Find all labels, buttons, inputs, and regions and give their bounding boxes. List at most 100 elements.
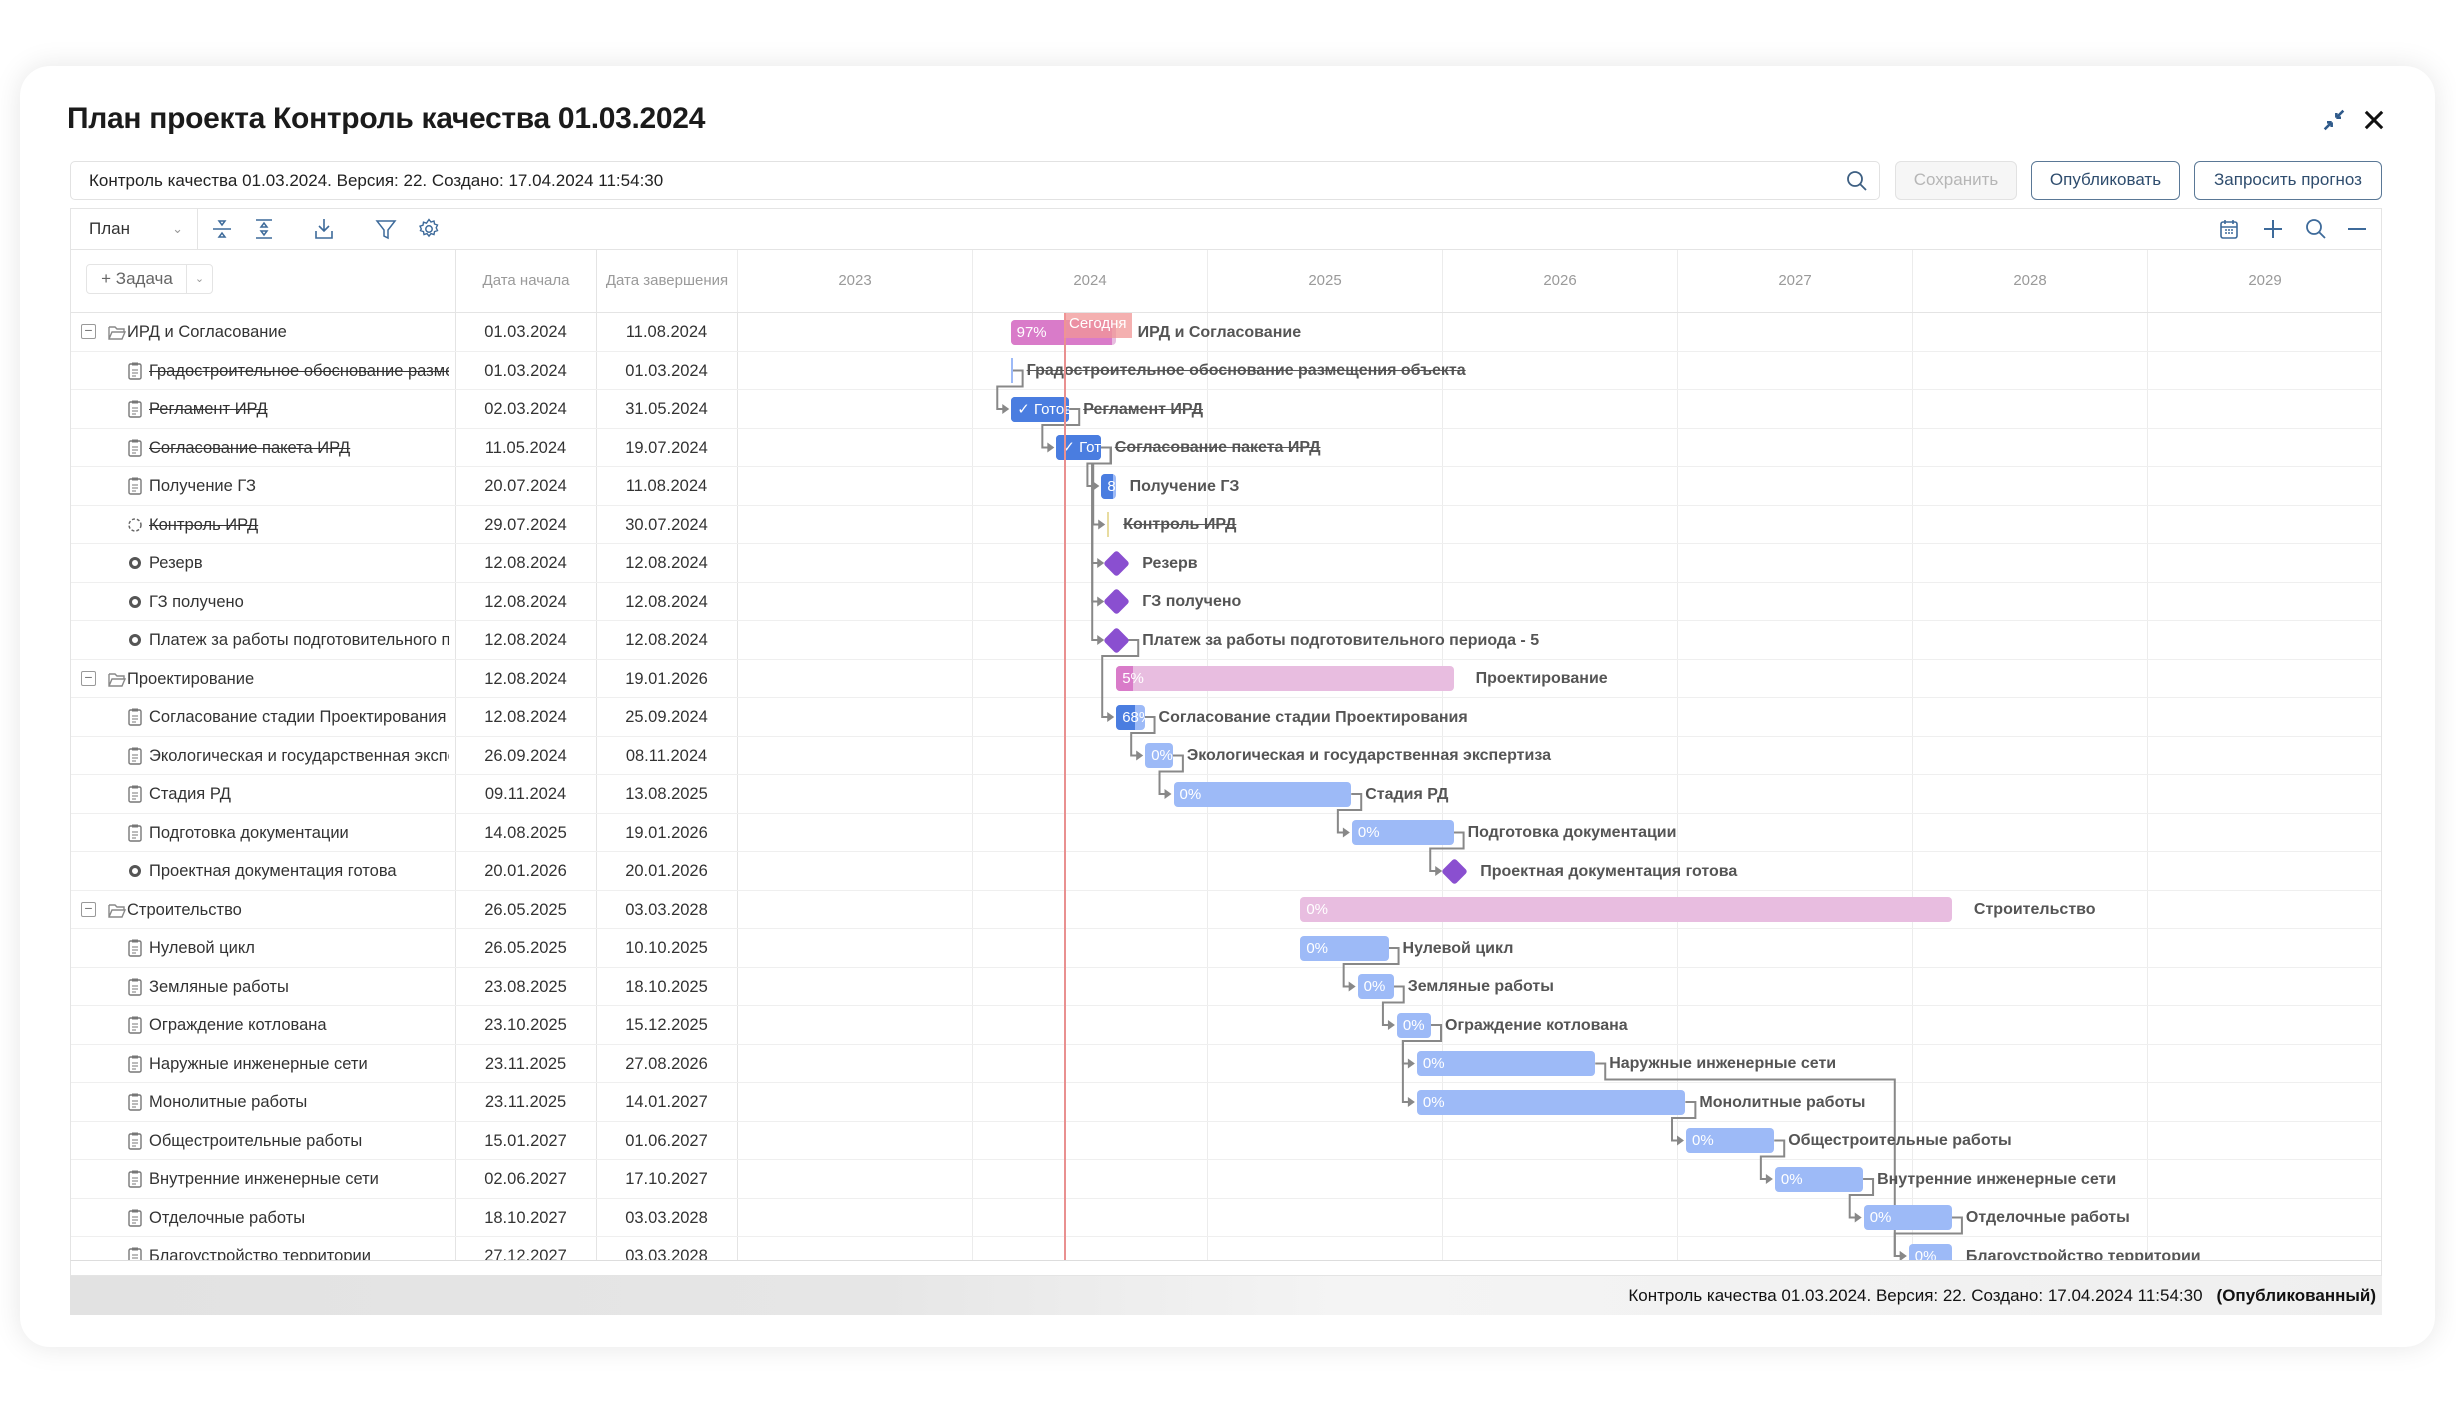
task-bar[interactable]: 0%: [1686, 1128, 1775, 1153]
task-clipboard-icon: [127, 1083, 143, 1121]
table-row[interactable]: − Строительство 26.05.2025 03.03.2028: [71, 891, 2381, 929]
task-bar[interactable]: 0%: [1357, 974, 1394, 999]
chevron-down-icon[interactable]: ⌄: [186, 265, 212, 293]
task-name[interactable]: Нулевой цикл: [149, 939, 255, 957]
task-name[interactable]: Получение ГЗ: [149, 477, 256, 495]
task-name[interactable]: Согласование пакета ИРД: [149, 438, 351, 457]
table-row[interactable]: Согласование стадии Проектирования 12.08.…: [71, 698, 2381, 737]
task-bar[interactable]: 0%: [1173, 781, 1352, 807]
table-row[interactable]: Ограждение котлована 23.10.2025 15.12.2025: [71, 1006, 2381, 1045]
table-row[interactable]: Подготовка документации 14.08.2025 19.01.2…: [71, 814, 2381, 852]
table-row[interactable]: Общестроительные работы 15.01.2027 01.06.2…: [71, 1122, 2381, 1160]
collapse-toggle-icon[interactable]: −: [81, 324, 96, 339]
task-name[interactable]: Стадия РД: [149, 785, 231, 803]
task-bar[interactable]: ✓ Готово: [1056, 435, 1101, 460]
collapse-toggle-icon[interactable]: −: [81, 901, 96, 917]
task-name[interactable]: Земляные работы: [149, 977, 289, 996]
table-row[interactable]: Платеж за работы подготовительного перио…: [71, 621, 2381, 660]
table-row[interactable]: ГЗ получено 12.08.2024 12.08.2024: [71, 583, 2381, 621]
column-header-end[interactable]: Дата завершения: [596, 250, 737, 312]
collapse-toggle-icon[interactable]: −: [81, 670, 96, 686]
table-row[interactable]: Земляные работы 23.08.2025 18.10.2025: [71, 968, 2381, 1006]
task-name[interactable]: Подготовка документации: [149, 823, 349, 842]
filter-icon[interactable]: [374, 217, 398, 241]
task-name[interactable]: Строительство: [127, 900, 242, 919]
task-bar[interactable]: 0%: [1863, 1205, 1952, 1230]
table-row[interactable]: − Проектирование 12.08.2024 19.01.2026: [71, 660, 2381, 698]
task-name[interactable]: Внутренние инженерные сети: [149, 1170, 379, 1188]
search-icon[interactable]: [1845, 169, 1869, 193]
task-name[interactable]: Благоустройство территории: [149, 1247, 371, 1260]
table-row[interactable]: Наружные инженерные сети 23.11.2025 27.08.…: [71, 1045, 2381, 1083]
zoom-search-icon[interactable]: [2304, 217, 2328, 241]
horizontal-scrollbar[interactable]: [70, 1260, 2382, 1276]
expand-all-icon[interactable]: [252, 217, 276, 241]
summary-bar[interactable]: 0%: [1300, 897, 1952, 922]
task-bar[interactable]: 0%: [1416, 1051, 1596, 1076]
year-label: 2023: [737, 250, 972, 312]
close-icon[interactable]: [2360, 106, 2388, 134]
column-header-start[interactable]: Дата начала: [455, 250, 596, 312]
request-forecast-button[interactable]: Запросить прогноз: [2194, 161, 2382, 200]
task-bar[interactable]: 0%: [1908, 1243, 1952, 1260]
task-name[interactable]: Ограждение котлована: [149, 1016, 327, 1034]
add-task-button[interactable]: + Задача ⌄: [86, 264, 213, 294]
table-row[interactable]: Благоустройство территории 27.12.2027 03.0…: [71, 1237, 2381, 1260]
collapse-icon[interactable]: [2320, 106, 2348, 134]
export-icon[interactable]: [312, 217, 336, 241]
summary-bar[interactable]: 5%: [1116, 666, 1454, 691]
task-name[interactable]: Проектная документация готова: [149, 862, 397, 880]
task-bar[interactable]: 0%: [1145, 743, 1173, 768]
gear-icon[interactable]: [417, 217, 441, 241]
task-bar[interactable]: 0%: [1300, 935, 1389, 961]
table-row[interactable]: Регламент ИРД 02.03.2024 31.05.2024: [71, 390, 2381, 429]
table-row[interactable]: Контроль ИРД 29.07.2024 30.07.2024: [71, 506, 2381, 544]
table-row[interactable]: Экологическая и государственная эксперти…: [71, 737, 2381, 775]
task-bar[interactable]: 80%: [1101, 473, 1116, 499]
task-name[interactable]: Градостроительное обоснование размещения…: [149, 361, 449, 380]
table-row[interactable]: Отделочные работы 18.10.2027 03.03.2028: [71, 1199, 2381, 1237]
save-button[interactable]: Сохранить: [1895, 161, 2017, 200]
task-name[interactable]: ГЗ получено: [149, 592, 244, 611]
task-name[interactable]: Монолитные работы: [149, 1093, 308, 1111]
task-name[interactable]: Экологическая и государственная эксперти…: [149, 746, 449, 765]
zoom-in-icon[interactable]: [2261, 217, 2285, 241]
task-bar[interactable]: 0%: [1774, 1166, 1864, 1192]
task-name[interactable]: Платеж за работы подготовительного перио…: [149, 631, 449, 649]
end-date: 19.01.2026: [625, 669, 708, 688]
task-name[interactable]: Резерв: [149, 554, 203, 572]
task-name[interactable]: Контроль ИРД: [149, 515, 259, 534]
table-row[interactable]: Резерв 12.08.2024 12.08.2024: [71, 544, 2381, 583]
table-row[interactable]: Нулевой цикл 26.05.2025 10.10.2025: [71, 929, 2381, 968]
task-bar[interactable]: 0%: [1351, 820, 1454, 845]
start-date: 12.08.2024: [484, 631, 567, 649]
zoom-out-icon[interactable]: [2345, 217, 2369, 241]
task-name[interactable]: Общестроительные работы: [149, 1131, 363, 1150]
zero-duration-marker[interactable]: [1107, 512, 1110, 537]
task-name[interactable]: ИРД и Согласование: [127, 323, 287, 341]
task-name[interactable]: Проектирование: [127, 669, 255, 688]
bar-label: Стадия РД: [1365, 785, 1449, 803]
table-row[interactable]: Градостроительное обоснование размещения…: [71, 352, 2381, 390]
plan-info-field[interactable]: Контроль качества 01.03.2024. Версия: 22…: [70, 161, 1880, 200]
task-bar[interactable]: ✓ Готово: [1011, 396, 1070, 422]
task-name[interactable]: Наружные инженерные сети: [149, 1054, 368, 1073]
collapse-all-icon[interactable]: [210, 217, 234, 241]
table-row[interactable]: Согласование пакета ИРД 11.05.2024 19.07.2…: [71, 429, 2381, 467]
calendar-icon[interactable]: [2217, 217, 2241, 241]
task-name[interactable]: Отделочные работы: [149, 1208, 306, 1227]
table-row[interactable]: Монолитные работы 23.11.2025 14.01.2027: [71, 1083, 2381, 1122]
publish-button[interactable]: Опубликовать: [2031, 161, 2180, 200]
zero-duration-marker[interactable]: [1010, 358, 1013, 383]
table-row[interactable]: Получение ГЗ 20.07.2024 11.08.2024: [71, 467, 2381, 506]
table-row[interactable]: Внутренние инженерные сети 02.06.2027 17.1…: [71, 1160, 2381, 1199]
view-select[interactable]: План ⌄: [71, 209, 198, 249]
task-bar[interactable]: 0%: [1416, 1089, 1686, 1115]
task-name[interactable]: Согласование стадии Проектирования: [149, 708, 447, 726]
table-row[interactable]: Стадия РД 09.11.2024 13.08.2025: [71, 775, 2381, 814]
task-name[interactable]: Регламент ИРД: [149, 400, 268, 418]
task-bar[interactable]: 68%: [1116, 704, 1145, 730]
table-row[interactable]: Проектная документация готова 20.01.2026 2…: [71, 852, 2381, 891]
table-row[interactable]: − ИРД и Согласование 01.03.2024 11.08.2024: [71, 313, 2381, 352]
task-bar[interactable]: 0%: [1396, 1012, 1432, 1038]
